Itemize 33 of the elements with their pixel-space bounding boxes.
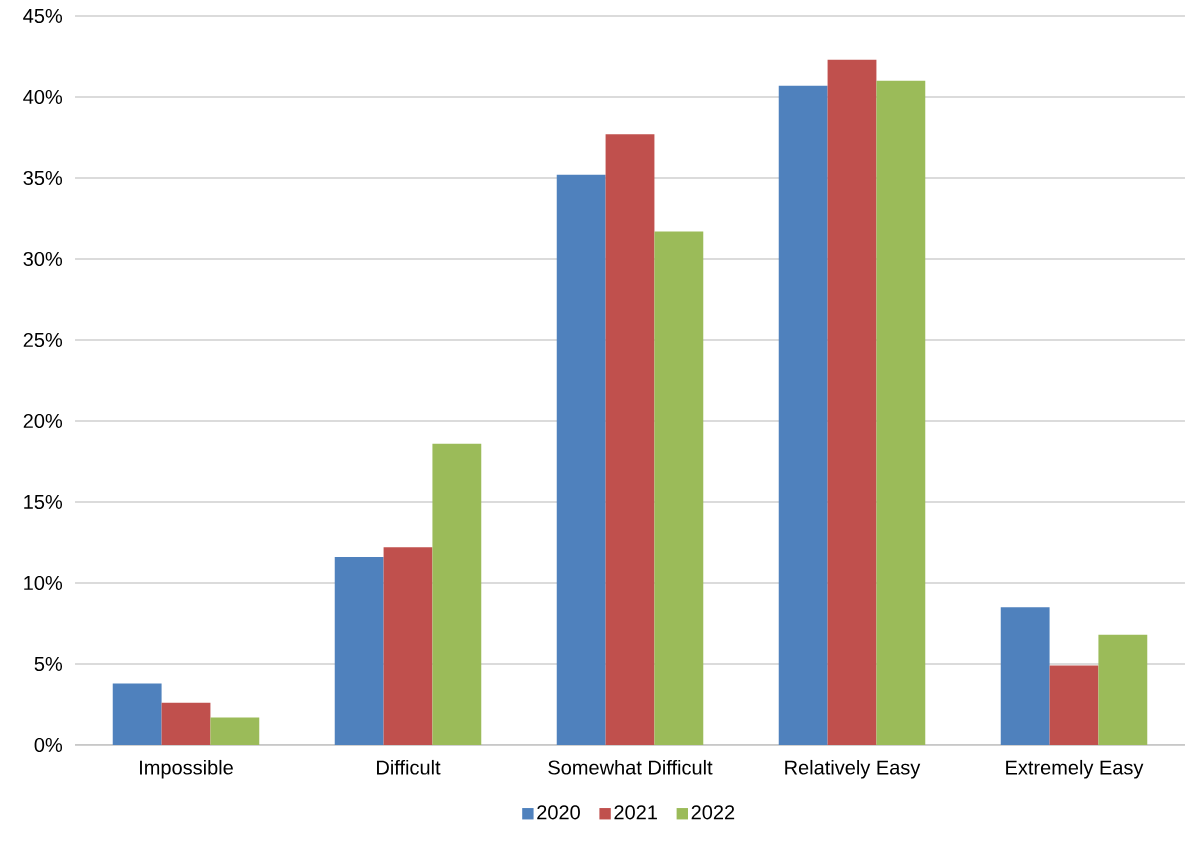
y-tick-label: 40% [23,89,63,105]
y-tick-label: 5% [34,656,63,672]
y-tick-label: 30% [23,251,63,267]
y-tick-label: 10% [24,575,63,591]
bar [1098,634,1148,745]
bar [432,443,482,745]
bar [876,80,926,745]
bar [605,134,655,745]
legend-label: 2022 [691,805,735,820]
legend-label: 2021 [614,805,657,820]
bar [334,557,384,745]
x-tick-label: Impossible [140,759,233,779]
bar [556,174,606,745]
bar [654,231,704,745]
bar [112,683,162,745]
y-tick-label: 0% [34,737,63,753]
x-tick-label: Somewhat Difficult [548,759,713,775]
legend-label: 2020 [537,805,580,820]
bar [1049,665,1099,745]
x-tick-label: Relatively Easy [785,759,921,779]
bar [383,547,433,745]
bar [210,717,260,745]
bar [827,59,877,745]
x-tick-label: Extremely Easy [1006,759,1144,779]
bar [161,702,211,745]
bar [1000,607,1050,745]
y-tick-label: 15% [24,494,63,510]
y-tick-label: 35% [23,170,63,186]
bar [778,85,828,745]
y-tick-label: 25% [23,332,63,348]
x-tick-label: Difficult [377,759,441,775]
y-tick-label: 45% [23,8,63,24]
y-tick-label: 20% [23,413,63,429]
